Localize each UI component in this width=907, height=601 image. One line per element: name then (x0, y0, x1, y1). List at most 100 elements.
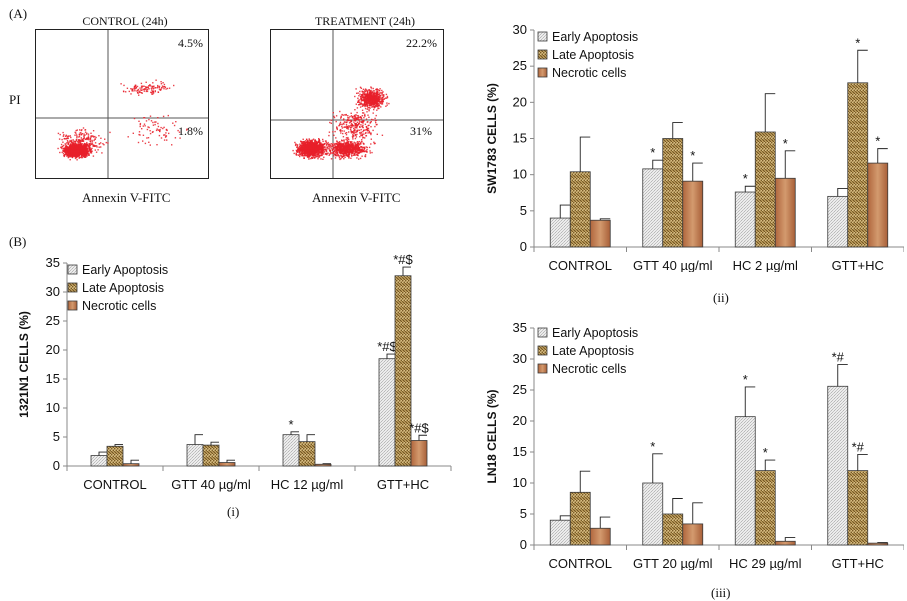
error-bar (744, 386, 756, 417)
flow-treatment-lower-right: 31% (410, 124, 432, 138)
y-tick-label: 15 (513, 131, 527, 146)
bar-late-apoptosis (569, 491, 591, 546)
significance-label: * (650, 439, 655, 454)
bar-early-apoptosis (90, 455, 108, 467)
y-tick-label: 0 (520, 239, 527, 254)
x-tick-label: GTT+HC (832, 556, 884, 570)
x-tick-label: HC 12 µg/ml (271, 477, 344, 492)
x-tick-label: GTT+HC (377, 477, 429, 492)
bar-early-apoptosis (549, 519, 571, 546)
error-bar (579, 136, 591, 172)
bar-early-apoptosis (827, 385, 849, 546)
flow-cloud (328, 107, 384, 145)
bar-necrotic-cells (410, 440, 428, 467)
y-tick-label: 20 (513, 94, 527, 109)
y-tick-label: 15 (46, 371, 60, 386)
bar-early-apoptosis (642, 168, 664, 248)
bar-early-apoptosis (734, 191, 756, 248)
error-bar (599, 516, 611, 529)
bar-late-apoptosis (754, 470, 776, 546)
flow-cloud (120, 79, 175, 96)
x-tick-label: GTT 40 µg/ml (633, 258, 713, 272)
error-bar (130, 459, 139, 464)
error-bar (692, 502, 703, 524)
flow-cloud (57, 127, 111, 160)
bar-necrotic-cells (867, 542, 889, 546)
significance-label: * (763, 445, 768, 460)
flow-control-title: CONTROL (24h) (82, 14, 168, 28)
y-tick-label: 10 (513, 475, 527, 490)
bar-early-apoptosis (378, 358, 396, 467)
error-bar (837, 187, 848, 197)
y-tick-label: 0 (520, 537, 527, 552)
flow-control-ylabel: PI (9, 92, 21, 107)
legend-swatch-necrotic-cells (537, 363, 548, 374)
bar-necrotic-cells (867, 162, 889, 248)
error-bar (98, 451, 107, 456)
y-tick-label: 0 (53, 458, 60, 473)
y-axis-label: SW1783 CELLS (%) (485, 83, 499, 194)
error-bar (418, 434, 427, 441)
legend-label-late-apoptosis: Late Apoptosis (552, 48, 634, 62)
bar-early-apoptosis (282, 434, 300, 467)
y-tick-label: 35 (46, 255, 60, 270)
x-tick-label: CONTROL (548, 556, 612, 570)
legend-label-early-apoptosis: Early Apoptosis (552, 326, 638, 340)
legend-label-early-apoptosis: Early Apoptosis (82, 263, 168, 277)
error-bar (784, 150, 796, 179)
error-bar (857, 454, 868, 471)
significance-label: *# (852, 439, 865, 454)
bar-early-apoptosis (186, 444, 204, 467)
bar-late-apoptosis (569, 171, 591, 248)
panel-a-label: (A) (9, 6, 28, 21)
error-bar (559, 515, 571, 521)
flow-plot-control (35, 29, 209, 179)
bar-late-apoptosis (202, 444, 220, 467)
y-axis-label: 1321N1 CELLS (%) (17, 311, 31, 418)
error-bar (194, 434, 203, 445)
bar-late-apoptosis (754, 131, 776, 248)
flow-control-upper-right: 4.5% (178, 36, 203, 50)
legend-swatch-necrotic-cells (67, 300, 78, 311)
error-bar (877, 148, 888, 164)
bar-necrotic-cells (682, 180, 704, 248)
x-tick-label: GTT 20 µg/ml (633, 556, 713, 570)
y-tick-label: 5 (520, 203, 527, 218)
bar-necrotic-cells (218, 462, 236, 467)
flow-cloud (127, 114, 188, 146)
y-tick-label: 20 (513, 413, 527, 428)
bar-early-apoptosis (827, 195, 849, 248)
bar-chart-ln18: 0 5 10 15 20 25 30 35 LN18 CELLS (%) CONTROL GTT 2… (485, 320, 904, 570)
error-bar (599, 218, 611, 221)
bar-late-apoptosis (847, 470, 869, 546)
significance-label: * (743, 171, 748, 186)
legend-swatch-early-apoptosis (537, 327, 548, 338)
x-tick-label: GTT+HC (832, 258, 884, 272)
error-bar (386, 353, 395, 359)
error-bar (857, 49, 868, 83)
bar-late-apoptosis (106, 445, 124, 467)
caption-iii: (iii) (711, 585, 731, 600)
y-tick-label: 25 (513, 382, 527, 397)
y-tick-label: 30 (513, 351, 527, 366)
error-bar (290, 431, 299, 435)
x-tick-label: CONTROL (83, 477, 147, 492)
flow-scatter-treatment (271, 30, 443, 178)
error-bar (306, 434, 315, 442)
significance-label: *#$ (377, 339, 397, 354)
legend-swatch-late-apoptosis (537, 345, 548, 356)
significance-label: * (743, 372, 748, 387)
significance-label: *#$ (393, 252, 413, 267)
x-tick-label: HC 29 µg/ml (729, 556, 802, 570)
flow-treatment-xlabel: Annexin V-FITC (312, 190, 401, 205)
y-tick-label: 5 (520, 506, 527, 521)
significance-label: *#$ (409, 420, 429, 435)
significance-label: *# (832, 350, 845, 365)
error-bar (744, 185, 756, 193)
error-bar (764, 93, 776, 132)
y-tick-label: 30 (513, 22, 527, 37)
error-bar (210, 441, 219, 446)
bar-early-apoptosis (549, 217, 571, 248)
significance-label: * (855, 35, 860, 50)
bar-late-apoptosis (298, 441, 316, 467)
